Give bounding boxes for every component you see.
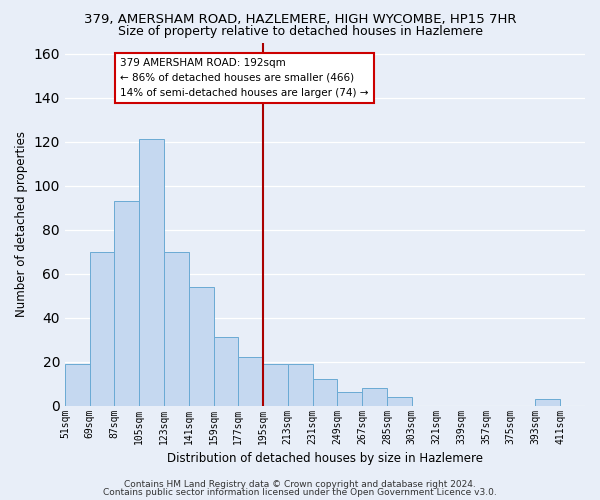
Bar [65,364,89,406]
Text: 379, AMERSHAM ROAD, HAZLEMERE, HIGH WYCOMBE, HP15 7HR: 379, AMERSHAM ROAD, HAZLEMERE, HIGH WYCO… [84,12,516,26]
X-axis label: Distribution of detached houses by size in Hazlemere: Distribution of detached houses by size … [167,452,483,465]
Bar [164,252,189,406]
Bar [89,252,115,406]
Bar [288,364,313,406]
Bar [313,379,337,406]
Bar [263,364,288,406]
Bar [115,201,139,406]
Bar [214,338,238,406]
Text: Contains HM Land Registry data © Crown copyright and database right 2024.: Contains HM Land Registry data © Crown c… [124,480,476,489]
Bar [139,140,164,406]
Text: 379 AMERSHAM ROAD: 192sqm
← 86% of detached houses are smaller (466)
14% of semi: 379 AMERSHAM ROAD: 192sqm ← 86% of detac… [120,58,368,98]
Bar [387,397,412,406]
Bar [238,357,263,406]
Text: Contains public sector information licensed under the Open Government Licence v3: Contains public sector information licen… [103,488,497,497]
Bar [337,392,362,406]
Bar [189,287,214,406]
Text: Size of property relative to detached houses in Hazlemere: Size of property relative to detached ho… [118,25,482,38]
Bar [535,399,560,406]
Bar [362,388,387,406]
Y-axis label: Number of detached properties: Number of detached properties [15,131,28,317]
